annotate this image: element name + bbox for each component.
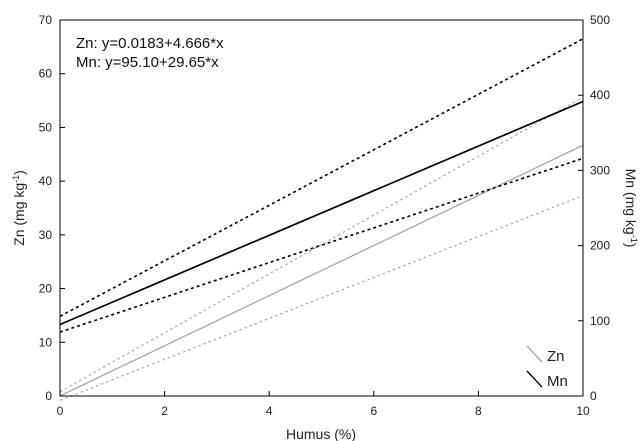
plot-frame bbox=[59, 19, 584, 397]
zn-ci-upper-line bbox=[59, 96, 584, 393]
y-right-tick-label: 500 bbox=[590, 13, 610, 27]
legend-zn-swatch bbox=[526, 345, 543, 363]
y-left-tick-label: 40 bbox=[39, 174, 53, 188]
y-left-tick-label: 0 bbox=[45, 389, 52, 403]
y-left-axis-title: Zn (mg kg-1) bbox=[11, 170, 27, 246]
x-axis-title: Humus (%) bbox=[286, 426, 356, 441]
y-left-tick-label: 50 bbox=[39, 120, 53, 134]
mn-ci-upper-line bbox=[59, 38, 584, 317]
y-left-tick-label: 10 bbox=[39, 335, 53, 349]
zn-ci-lower-line bbox=[59, 195, 584, 401]
y-right-tick-label: 100 bbox=[590, 314, 610, 328]
x-tick-label: 2 bbox=[161, 404, 168, 418]
zn-equation-annotation: Zn: y=0.0183+4.666*x bbox=[76, 35, 224, 52]
zn-regression-line bbox=[59, 144, 584, 397]
x-tick-label: 10 bbox=[576, 404, 590, 418]
y-right-tick-label: 0 bbox=[590, 389, 597, 403]
x-tick-label: 0 bbox=[57, 404, 64, 418]
legend-mn-swatch bbox=[526, 370, 543, 388]
x-tick-label: 4 bbox=[266, 404, 273, 418]
y-left-tick-label: 60 bbox=[39, 67, 53, 81]
y-left-tick-label: 70 bbox=[39, 13, 53, 27]
legend-mn-label: Mn bbox=[547, 373, 568, 390]
legend-zn-label: Zn bbox=[547, 348, 565, 365]
mn-ci-lower-line bbox=[59, 157, 584, 333]
y-left-tick-label: 20 bbox=[39, 282, 53, 296]
x-tick-label: 8 bbox=[475, 404, 482, 418]
y-right-tick-label: 200 bbox=[590, 239, 610, 253]
mn-equation-annotation: Mn: y=95.10+29.65*x bbox=[76, 54, 219, 71]
x-tick-label: 6 bbox=[370, 404, 377, 418]
mn-regression-line bbox=[59, 100, 584, 326]
y-right-tick-label: 400 bbox=[590, 88, 610, 102]
y-left-tick-label: 30 bbox=[39, 228, 53, 242]
y-right-axis-title: Mn (mg kg-1) bbox=[623, 169, 639, 248]
y-right-tick-label: 300 bbox=[590, 163, 610, 177]
